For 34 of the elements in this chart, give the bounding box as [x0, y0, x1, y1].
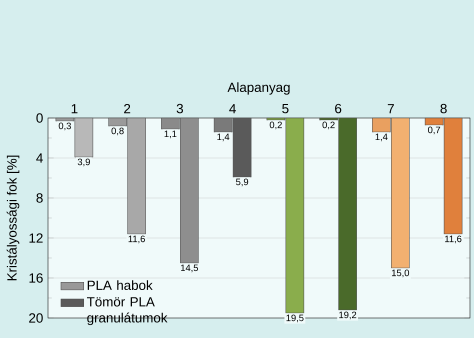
x-axis-title: Alapanyag	[228, 82, 290, 95]
data-label: 11,6	[128, 236, 145, 244]
y-tick-label: 4	[36, 153, 43, 163]
data-label: 3,9	[78, 158, 90, 166]
data-label: 11,6	[445, 236, 462, 244]
data-label: 1,4	[376, 134, 388, 142]
data-label: 0,3	[58, 122, 71, 130]
legend-label: Tömör PLA granulátumok	[86, 297, 168, 326]
x-tick-label: 6	[335, 104, 342, 114]
y-tick-label: 16	[29, 273, 43, 283]
legend-label: PLA habok	[88, 280, 153, 290]
x-tick-label: 5	[282, 104, 289, 114]
data-label: 15,0	[392, 270, 410, 278]
data-label: 5,9	[236, 178, 248, 186]
y-tick-label: 0	[36, 113, 43, 123]
data-label: 1,4	[217, 134, 230, 142]
data-label: 19,5	[286, 314, 304, 322]
x-tick-label: 1	[72, 104, 78, 114]
y-axis-title: Kristályossági fok [%]	[6, 156, 20, 280]
x-tick-label: 3	[176, 104, 184, 114]
y-tick-label: 12	[29, 233, 43, 243]
data-label: 0,2	[270, 122, 282, 130]
y-tick-label: 8	[36, 193, 43, 203]
x-tick-label: 4	[229, 104, 236, 114]
data-label: 1,1	[164, 130, 176, 138]
x-tick-label: 8	[440, 104, 447, 114]
y-tick-label: 20	[29, 313, 43, 323]
x-tick-label: 7	[388, 104, 394, 114]
data-label: 0,7	[428, 126, 440, 134]
data-label: 0,8	[112, 128, 124, 136]
data-label: 19,2	[339, 312, 356, 320]
x-tick-label: 2	[124, 104, 130, 114]
data-label: 14,5	[181, 264, 198, 272]
data-label: 0,2	[322, 122, 335, 130]
